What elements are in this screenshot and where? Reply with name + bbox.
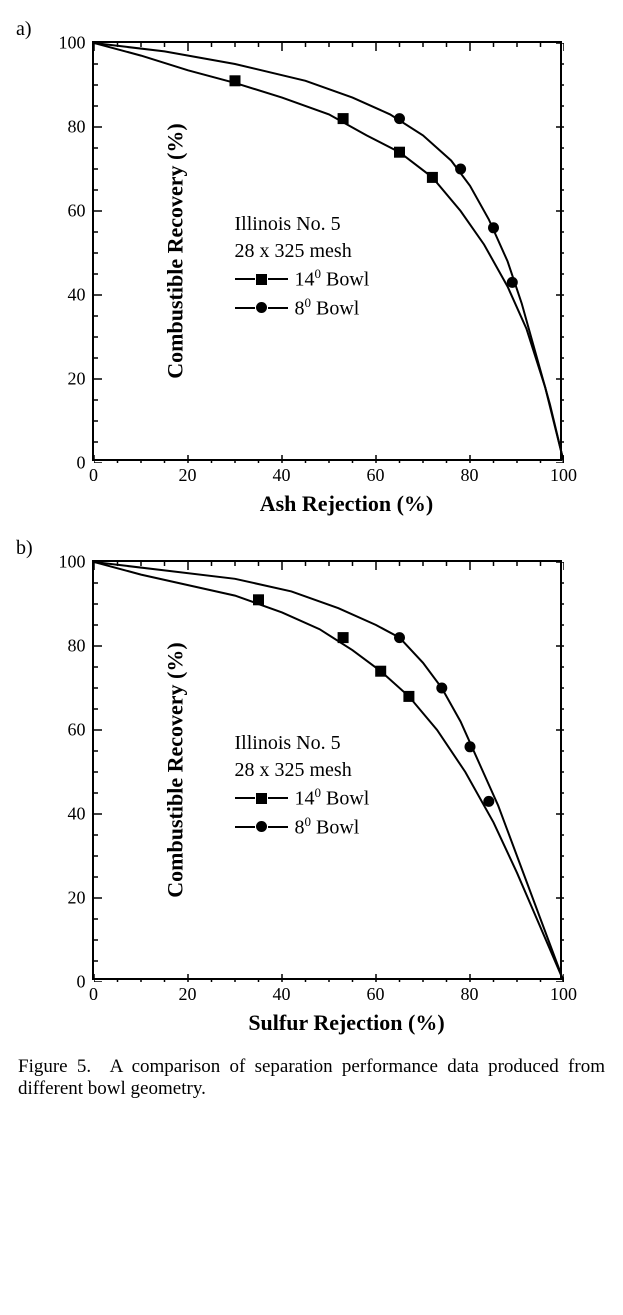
x-tick-label: 40 (273, 984, 291, 1005)
series-marker-8deg_bowl (455, 164, 466, 175)
figure-caption: Figure 5. A comparison of separation per… (18, 1056, 605, 1100)
series-marker-8deg_bowl (394, 632, 405, 643)
legend: Illinois No. 528 x 325 mesh140 Bowl80 Bo… (235, 211, 370, 322)
y-tick-label: 0 (77, 972, 86, 993)
x-tick-label: 20 (179, 984, 197, 1005)
series-marker-14deg_bowl (394, 147, 405, 158)
y-axis-label: Combustible Recovery (%) (162, 642, 188, 897)
legend: Illinois No. 528 x 325 mesh140 Bowl80 Bo… (235, 730, 370, 841)
y-tick-label: 40 (68, 285, 86, 306)
circle-marker-icon (235, 821, 295, 832)
legend-item-label: 80 Bowl (295, 294, 360, 323)
y-tick-label: 40 (68, 804, 86, 825)
series-marker-14deg_bowl (253, 594, 264, 605)
x-tick-label: 80 (461, 465, 479, 486)
legend-item-label: 140 Bowl (295, 784, 370, 813)
x-tick-label: 100 (550, 984, 577, 1005)
x-tick-label: 60 (367, 984, 385, 1005)
chart-a: Combustible Recovery (%) 0 20 40 60 80 100 0 20 4… (22, 41, 602, 517)
square-marker-icon (235, 274, 295, 285)
series-marker-8deg_bowl (394, 113, 405, 124)
plot-frame: Combustible Recovery (%)0204060801000204… (92, 560, 562, 980)
series-marker-14deg_bowl (337, 113, 348, 124)
circle-marker-icon (235, 302, 295, 313)
legend-item: 140 Bowl (235, 784, 370, 813)
x-tick-label: 20 (179, 465, 197, 486)
legend-title-line: 28 x 325 mesh (235, 757, 370, 784)
x-tick-label: 60 (367, 465, 385, 486)
legend-item: 80 Bowl (235, 294, 370, 323)
y-tick-label: 60 (68, 720, 86, 741)
square-marker-icon (235, 793, 295, 804)
series-marker-14deg_bowl (426, 172, 437, 183)
y-tick-label: 60 (68, 201, 86, 222)
x-tick-label: 40 (273, 465, 291, 486)
x-tick-label: 0 (89, 465, 98, 486)
legend-item-label: 140 Bowl (295, 265, 370, 294)
x-axis-label: Sulfur Rejection (%) (92, 1010, 602, 1036)
legend-item: 80 Bowl (235, 813, 370, 842)
x-tick-label: 100 (550, 465, 577, 486)
y-tick-label: 100 (59, 33, 86, 54)
series-marker-14deg_bowl (403, 691, 414, 702)
y-tick-label: 100 (59, 552, 86, 573)
y-tick-label: 20 (68, 888, 86, 909)
x-tick-label: 80 (461, 984, 479, 1005)
x-axis-label: Ash Rejection (%) (92, 491, 602, 517)
panel-label-a: a) (16, 18, 609, 41)
y-tick-label: 20 (68, 369, 86, 390)
series-marker-14deg_bowl (375, 666, 386, 677)
series-marker-8deg_bowl (506, 277, 517, 288)
plot-frame: Combustible Recovery (%)0204060801000204… (92, 41, 562, 461)
legend-item-label: 80 Bowl (295, 813, 360, 842)
figure-caption-text: A comparison of separation performance d… (18, 1056, 605, 1099)
series-marker-14deg_bowl (337, 632, 348, 643)
legend-title-line: 28 x 325 mesh (235, 238, 370, 265)
series-marker-8deg_bowl (488, 222, 499, 233)
figure-label: Figure 5. (18, 1056, 91, 1077)
y-tick-label: 80 (68, 117, 86, 138)
y-axis-label: Combustible Recovery (%) (162, 123, 188, 378)
series-marker-8deg_bowl (483, 796, 494, 807)
x-tick-label: 0 (89, 984, 98, 1005)
legend-item: 140 Bowl (235, 265, 370, 294)
y-tick-label: 80 (68, 636, 86, 657)
series-marker-8deg_bowl (464, 741, 475, 752)
legend-title-line: Illinois No. 5 (235, 730, 370, 757)
series-marker-14deg_bowl (229, 75, 240, 86)
series-marker-8deg_bowl (436, 683, 447, 694)
panel-label-b: b) (16, 537, 609, 560)
y-tick-label: 0 (77, 453, 86, 474)
chart-b: Combustible Recovery (%) 0 20 40 60 80 100 0 20 4… (22, 560, 602, 1036)
legend-title-line: Illinois No. 5 (235, 211, 370, 238)
